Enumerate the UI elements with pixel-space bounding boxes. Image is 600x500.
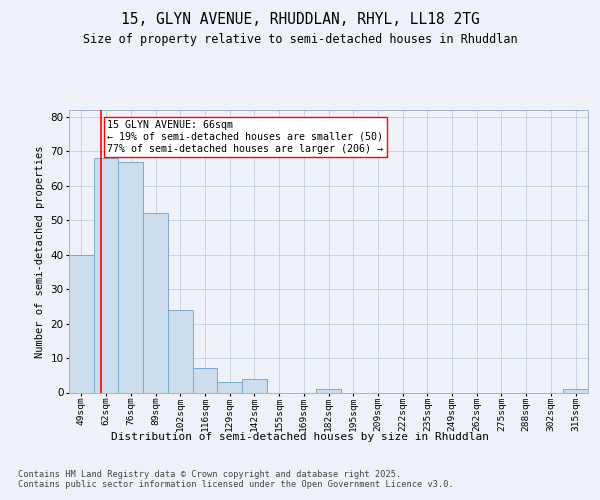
Text: 15 GLYN AVENUE: 66sqm
← 19% of semi-detached houses are smaller (50)
77% of semi: 15 GLYN AVENUE: 66sqm ← 19% of semi-deta… — [107, 120, 383, 154]
Bar — [143, 214, 168, 392]
Text: Size of property relative to semi-detached houses in Rhuddlan: Size of property relative to semi-detach… — [83, 32, 517, 46]
Bar — [94, 158, 118, 392]
Text: 15, GLYN AVENUE, RHUDDLAN, RHYL, LL18 2TG: 15, GLYN AVENUE, RHUDDLAN, RHYL, LL18 2T… — [121, 12, 479, 28]
Bar — [242, 378, 267, 392]
Bar — [69, 254, 94, 392]
Bar — [563, 389, 588, 392]
Bar — [316, 389, 341, 392]
Bar — [217, 382, 242, 392]
Bar — [168, 310, 193, 392]
Text: Distribution of semi-detached houses by size in Rhuddlan: Distribution of semi-detached houses by … — [111, 432, 489, 442]
Bar — [193, 368, 217, 392]
Bar — [118, 162, 143, 392]
Text: Contains HM Land Registry data © Crown copyright and database right 2025.
Contai: Contains HM Land Registry data © Crown c… — [18, 470, 454, 490]
Y-axis label: Number of semi-detached properties: Number of semi-detached properties — [35, 145, 45, 358]
